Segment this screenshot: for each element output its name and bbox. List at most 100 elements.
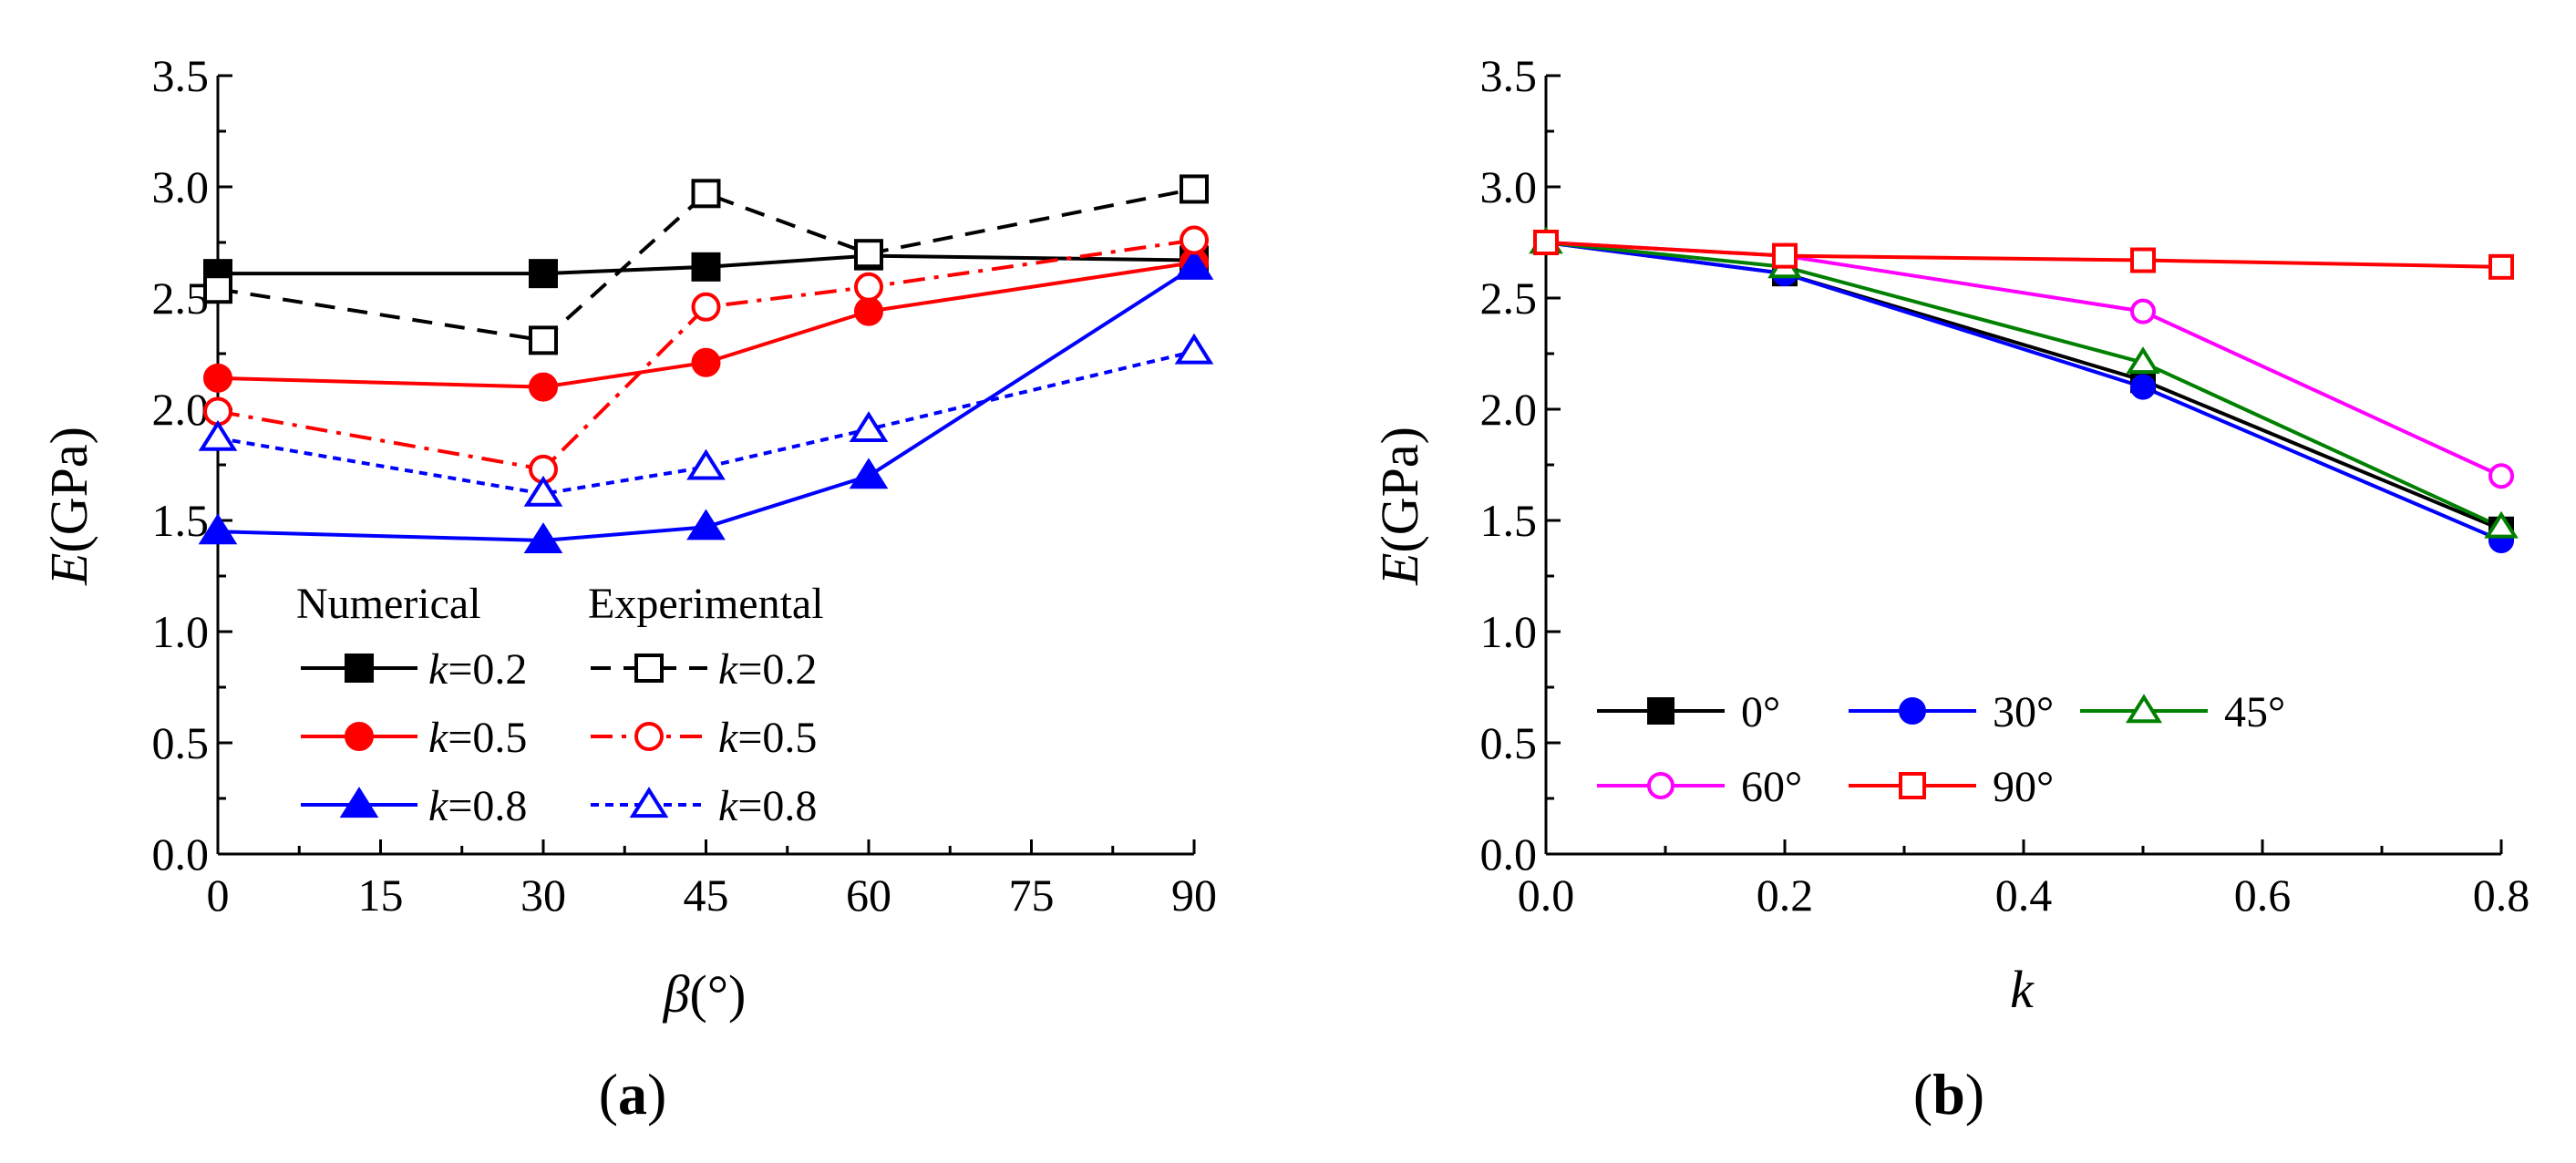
panel-b-ytick-label: 1.0 [1480,606,1538,657]
panel-b-series-line-4 [1545,241,2502,269]
panel-a-legend-label: k=0.2 [718,645,817,694]
panel-a-point-4-4 [1180,225,1209,255]
panel-a-xtick-label: 90 [1171,870,1217,921]
panel-b-legend-label: 45° [2224,688,2285,736]
panel-b-legend-marker [1899,697,1926,725]
panel-a-point-5-2 [686,448,726,480]
panel-a-point-1-3 [854,296,883,326]
panel-b-point-1-2 [2130,374,2156,400]
panel-b-xtick-label: 0.6 [2234,870,2292,921]
panel-a-legend-marker [629,787,669,818]
panel-b-point-4-0 [1533,230,1559,255]
panel-a-ytick-label: 0.5 [152,717,210,768]
panel-a-point-0-2 [691,252,721,282]
panel-a-point-3-1 [529,325,558,355]
panel-a-point-3-0 [203,274,232,304]
panel-a-series-line-3 [217,187,1195,343]
panel-a-legend-marker [339,787,379,818]
panel-b-point-4-3 [2488,253,2514,280]
panel-a-legend-label: k=0.5 [428,714,527,762]
panel-a-legend-label: k=0.8 [428,782,527,830]
panel-a-point-5-3 [849,411,889,443]
panel-a-xlabel: β(°) [663,964,747,1024]
panel-a-plot: 0.0 0.5 1.0 1.5 2.0 2.5 3.0 3.5 0 15 30 45 60 75 90 Num… [152,50,1218,921]
panel-b-point-4-1 [1772,242,1798,269]
panel-a-point-3-3 [854,239,883,269]
panel-a-point-1-0 [203,363,232,393]
panel-a-xtick-label: 30 [520,870,566,921]
panel-b-point-3-2 [2130,298,2156,324]
panel-a-legend-label: k=0.2 [428,645,527,694]
panel-a-series-line-5 [217,349,1195,496]
panel-a-point-2-0 [198,513,238,545]
panel-b-plot: 0.0 0.5 1.0 1.5 2.0 2.5 3.0 3.5 0.0 0.2 0.4 0.6 0.8 0… [1480,50,2530,921]
panel-a-legend-label: k=0.8 [718,782,817,830]
panel-b-ytick-label: 1.5 [1480,495,1538,546]
panel-b-point-3-3 [2488,463,2514,489]
panel-b-xlabel: k [2010,960,2035,1019]
panel-b-series-line-0 [1545,241,2502,531]
panel-a-legend-marker [345,722,374,751]
panel-a-xtick-label: 75 [1009,870,1055,921]
panel-a-xtick-label: 60 [846,870,891,921]
panel-a-xtick-label: 0 [207,870,230,921]
panel-b-ytick-label: 3.5 [1480,50,1538,101]
panel-a-point-5-1 [523,475,563,507]
panel-b-ylabel: E(GPa) [1370,427,1429,586]
panel-a-ytick-label: 1.0 [152,606,210,657]
panel-b-legend-label: 0° [1741,688,1780,736]
panel-b-point-2-3 [2484,510,2519,539]
panel-a-ytick-label: 3.5 [152,50,210,101]
panel-b-legend-label: 60° [1741,763,1802,811]
panel-b-ytick-label: 0.0 [1480,829,1538,880]
panel-a-point-2-1 [523,522,563,554]
panel-a-point-4-2 [691,292,721,322]
panel-b-xtick-label: 0.2 [1757,870,1814,921]
panel-b-series-line-1 [1545,241,2502,542]
panel-b-xtick-label: 0.4 [1995,870,2053,921]
panel-a-ytick-label: 3.0 [152,161,210,212]
panel-a-label: (a) [599,1062,667,1127]
panel-b-legend-marker [2125,694,2163,724]
panel-b-ytick-label: 3.0 [1480,161,1538,212]
panel-a-ytick-label: 2.0 [152,384,210,435]
panel-b-ytick-label: 0.5 [1480,717,1538,768]
panel-a-ytick-label: 0.0 [152,829,210,880]
panel-b-ytick-label: 2.5 [1480,273,1538,324]
panel-a-ytick-label: 2.5 [152,273,210,324]
panel-a-xtick-label: 15 [358,870,404,921]
panel-a-point-3-2 [691,179,721,209]
panel-b-legend-marker [1647,697,1674,725]
panel-b-legend-label: 30° [1993,688,2054,736]
panel-a-point-2-3 [849,458,889,489]
panel-a-legend-header-experimental: Experimental [588,580,824,628]
panel-b-series-line-3 [1545,241,2502,479]
panel-b-ytick-label: 2.0 [1480,384,1538,435]
panel-a-point-0-1 [529,259,558,289]
panel-a-legend-label: k=0.5 [718,714,817,762]
panel-a-point-2-4 [1174,248,1214,280]
panel-a-legend-marker [634,654,664,683]
panel-b-legend-marker [1647,772,1674,799]
panel-b-series-line-2 [1545,241,2502,530]
panel-b-xtick-label: 0.8 [2473,870,2530,921]
panel-a-point-1-1 [529,372,558,402]
panel-a-ylabel: E(GPa) [39,427,98,586]
panel-b-point-4-2 [2130,247,2156,273]
panel-a-point-3-4 [1180,174,1209,204]
panel-a-xtick-label: 45 [684,870,729,921]
panel-a-point-5-0 [198,419,238,451]
panel-b-legend-label: 90° [1993,763,2054,811]
panel-a-legend-header-numerical: Numerical [296,580,481,628]
panel-b-point-2-2 [2126,346,2160,375]
panel-b-xtick-label: 0.0 [1518,870,1575,921]
panel-a-point-2-2 [686,509,726,540]
panel-a-point-4-3 [854,272,883,302]
panel-b-legend-marker [1899,772,1926,799]
panel-a-legend-marker [345,654,374,683]
panel-a-legend-marker [634,722,664,751]
panel-a-point-1-2 [691,347,721,377]
panel-a-point-5-4 [1174,333,1214,365]
panel-b-label: (b) [1913,1062,1984,1127]
